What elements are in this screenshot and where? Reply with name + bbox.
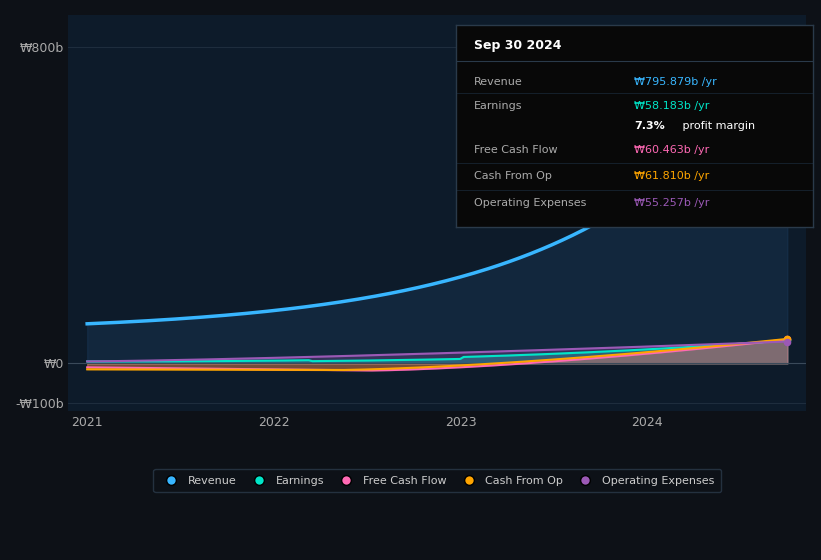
Text: Operating Expenses: Operating Expenses	[474, 198, 586, 208]
Text: ₩795.879b /yr: ₩795.879b /yr	[635, 77, 717, 87]
Text: Free Cash Flow: Free Cash Flow	[474, 145, 557, 155]
Point	[781, 334, 794, 343]
Text: Revenue: Revenue	[474, 77, 522, 87]
Text: profit margin: profit margin	[679, 121, 755, 131]
Text: Earnings: Earnings	[474, 101, 522, 111]
Text: ₩60.463b /yr: ₩60.463b /yr	[635, 145, 709, 155]
Text: Sep 30 2024: Sep 30 2024	[474, 39, 561, 52]
Legend: Revenue, Earnings, Free Cash Flow, Cash From Op, Operating Expenses: Revenue, Earnings, Free Cash Flow, Cash …	[154, 469, 721, 492]
Text: ₩58.183b /yr: ₩58.183b /yr	[635, 101, 709, 111]
Point	[781, 337, 794, 346]
Text: ₩61.810b /yr: ₩61.810b /yr	[635, 171, 709, 181]
Point	[781, 44, 794, 53]
Text: 7.3%: 7.3%	[635, 121, 665, 131]
Text: ₩55.257b /yr: ₩55.257b /yr	[635, 198, 709, 208]
Text: Cash From Op: Cash From Op	[474, 171, 552, 181]
Point	[781, 336, 794, 345]
Point	[781, 335, 794, 344]
